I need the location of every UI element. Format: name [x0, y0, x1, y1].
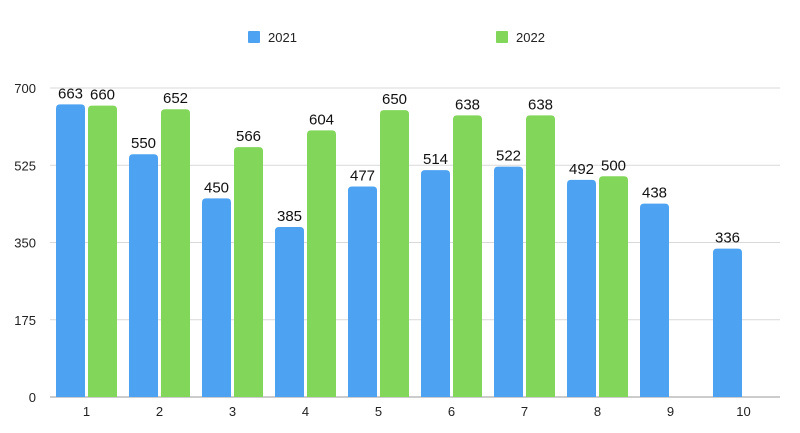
bar-2021-7	[494, 166, 523, 397]
data-label-2021-2: 550	[131, 135, 156, 152]
x-tick-label: 8	[594, 404, 601, 419]
bar-2021-6	[421, 170, 450, 397]
data-label-2021-10: 336	[715, 230, 740, 247]
data-label-2021-5: 477	[350, 167, 375, 184]
x-tick-label: 9	[667, 404, 674, 419]
data-label-2021-6: 514	[423, 151, 448, 168]
y-tick-label: 175	[14, 313, 36, 328]
data-label-2022-5: 650	[382, 91, 407, 108]
data-label-2022-2: 652	[163, 90, 188, 107]
x-tick-label: 4	[302, 404, 309, 419]
bar-2022-7	[526, 115, 555, 398]
x-axis: 1 2 3 4 5 6 7 8 9 10	[83, 404, 751, 419]
y-axis: 0 175 350 525 700	[14, 81, 36, 405]
bar-2021-8	[567, 179, 596, 397]
bar-2021-2	[129, 154, 158, 397]
bar-2021-5	[348, 186, 377, 397]
bar-2021-1	[56, 104, 85, 397]
bar-2021-4	[275, 227, 304, 397]
data-label-2022-4: 604	[309, 111, 334, 128]
x-tick-label: 3	[229, 404, 236, 419]
bar-2022-3	[234, 147, 263, 397]
bar-2021-9	[640, 203, 669, 397]
x-tick-label: 1	[83, 404, 90, 419]
data-label-2022-1: 660	[90, 87, 115, 104]
bar-2021-3	[202, 198, 231, 397]
data-label-2021-1: 663	[58, 85, 83, 102]
data-labels: 663 660 550 652 450 566 385 604 477 650 514 638 522 6…	[58, 85, 740, 246]
x-tick-label: 5	[375, 404, 382, 419]
data-label-2021-4: 385	[277, 208, 302, 225]
bars	[56, 104, 742, 398]
bar-2021-10	[713, 248, 742, 397]
x-tick-label: 7	[521, 404, 528, 419]
bar-2022-2	[161, 109, 190, 397]
data-label-2022-6: 638	[455, 96, 480, 113]
legend-swatch-2021	[248, 31, 260, 43]
bar-2022-1	[88, 105, 117, 398]
gridlines	[50, 87, 780, 398]
bar-2022-8	[599, 176, 628, 397]
data-label-2021-3: 450	[204, 179, 229, 196]
data-label-2022-8: 500	[601, 157, 626, 174]
y-tick-label: 350	[14, 236, 36, 251]
bar-2022-4	[307, 130, 336, 397]
y-tick-label: 700	[14, 81, 36, 96]
legend-label-2022: 2022	[516, 30, 545, 45]
x-tick-label: 10	[736, 404, 750, 419]
data-label-2021-9: 438	[642, 185, 667, 202]
y-tick-label: 525	[14, 158, 36, 173]
data-label-2022-3: 566	[236, 128, 261, 145]
data-label-2021-8: 492	[569, 161, 594, 178]
x-tick-label: 6	[448, 404, 455, 419]
legend-label-2021: 2021	[268, 30, 297, 45]
x-tick-label: 2	[156, 404, 163, 419]
bar-2022-6	[453, 115, 482, 398]
data-label-2021-7: 522	[496, 148, 521, 165]
data-label-2022-7: 638	[528, 96, 553, 113]
y-tick-label: 0	[29, 390, 36, 405]
bar-2022-5	[380, 110, 409, 398]
legend: 2021 2022	[248, 30, 545, 45]
legend-swatch-2022	[496, 31, 508, 43]
